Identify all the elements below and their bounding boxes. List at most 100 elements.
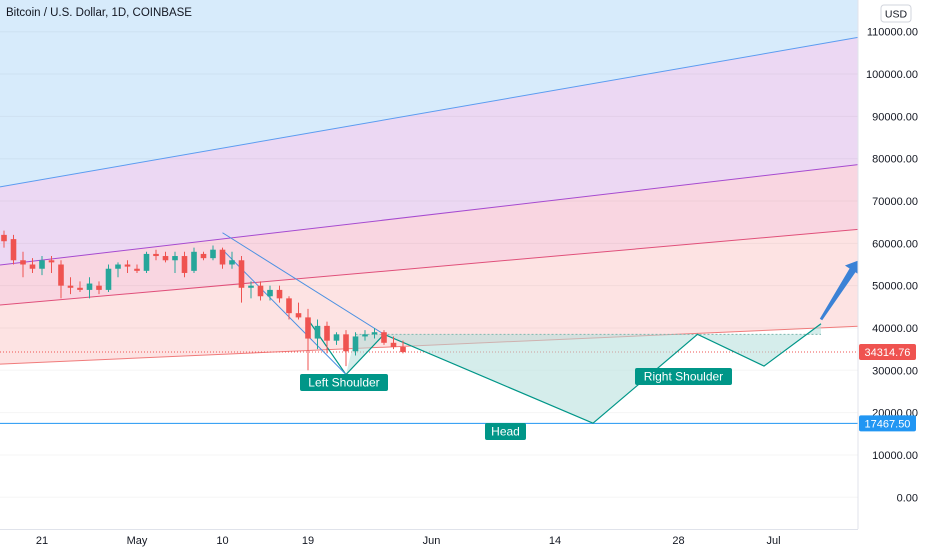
candle xyxy=(29,258,36,273)
left-shoulder-label-text: Left Shoulder xyxy=(308,376,379,390)
price-tick-label: 40000.00 xyxy=(872,323,918,335)
candle-body xyxy=(400,347,406,353)
price-tick-label: 0.00 xyxy=(897,492,918,504)
candle-body xyxy=(267,289,273,297)
candle xyxy=(115,262,121,278)
time-axis[interactable]: 21May1019Jun1428Jul12 xyxy=(0,529,894,550)
channel-line-red xyxy=(0,228,859,306)
candle-body xyxy=(314,325,321,339)
current-price-tag-text: 34314.76 xyxy=(865,347,911,359)
candle-body xyxy=(371,332,378,335)
support-price-tag: 17467.50 xyxy=(859,415,916,432)
candle-body xyxy=(58,264,64,286)
candle xyxy=(400,340,406,354)
wedge-line-1 xyxy=(222,232,385,335)
candle xyxy=(143,251,150,273)
candle-body xyxy=(134,268,140,271)
price-tick-label: 10000.00 xyxy=(872,450,918,462)
candle-body xyxy=(324,325,330,341)
candle xyxy=(10,234,17,265)
candle xyxy=(105,264,112,293)
channel-line-purple xyxy=(0,164,859,266)
candle xyxy=(314,319,321,350)
candle xyxy=(333,332,340,345)
price-axis[interactable]: 0.0010000.0020000.0030000.0040000.005000… xyxy=(857,0,932,530)
left-shoulder-label-bg xyxy=(300,374,388,391)
time-axis-background xyxy=(0,529,858,550)
candle-body xyxy=(153,253,159,257)
candle xyxy=(267,285,273,301)
candle-body xyxy=(248,285,254,288)
candle xyxy=(324,321,330,354)
candle-body xyxy=(229,260,235,265)
chart-title: Bitcoin / U.S. Dollar, 1D, COINBASE xyxy=(6,7,192,19)
channel-bands xyxy=(0,0,858,365)
currency-button-bg xyxy=(880,4,912,23)
candle-body xyxy=(295,313,302,318)
candle xyxy=(276,285,283,303)
candle xyxy=(58,260,64,299)
time-tick-label: Jul xyxy=(766,535,780,547)
candle xyxy=(219,247,226,269)
candle xyxy=(229,251,235,269)
candle-body xyxy=(1,234,7,242)
candle xyxy=(210,245,216,261)
candle xyxy=(305,308,311,371)
candle-body xyxy=(10,239,17,261)
candle xyxy=(86,277,93,299)
candle xyxy=(257,281,264,301)
candle-body xyxy=(67,285,74,288)
candle xyxy=(96,281,102,295)
time-tick-label: 19 xyxy=(302,535,314,547)
head-label: Head xyxy=(485,423,526,440)
right-shoulder-label-bg xyxy=(635,368,732,385)
band-middle xyxy=(0,164,858,306)
candle-body xyxy=(115,264,121,269)
candle-body xyxy=(286,298,292,314)
currency-button-label: USD xyxy=(885,9,908,21)
candle-body xyxy=(105,268,112,290)
candle xyxy=(362,330,368,341)
candle xyxy=(238,256,245,303)
gridlines xyxy=(0,31,858,498)
time-tick-label: 14 xyxy=(549,535,561,547)
price-tick-label: 100000.00 xyxy=(866,69,918,81)
time-tick-label: Jun xyxy=(423,535,441,547)
price-tick-label: 110000.00 xyxy=(867,27,918,39)
candle-body xyxy=(96,285,102,290)
candlestick-series xyxy=(1,230,406,371)
left-shoulder-label: Left Shoulder xyxy=(300,374,388,391)
candle-body xyxy=(20,260,26,265)
price-tick-label: 80000.00 xyxy=(872,154,918,166)
candle xyxy=(39,256,45,276)
candle-body xyxy=(362,334,368,337)
candle xyxy=(200,251,207,261)
candle-body xyxy=(191,251,197,271)
time-tick-label: May xyxy=(127,535,148,547)
candle-body xyxy=(276,289,283,299)
candle-body xyxy=(381,332,387,343)
head-label-bg xyxy=(485,423,526,440)
candle xyxy=(286,296,292,320)
axis-corner xyxy=(858,529,932,550)
channel-line-blue xyxy=(0,36,859,188)
candle-body xyxy=(210,249,216,259)
candle xyxy=(67,277,74,295)
candle-body xyxy=(39,260,45,269)
candle-body xyxy=(352,336,359,352)
candle xyxy=(191,247,197,273)
candle-body xyxy=(333,334,340,341)
candle xyxy=(371,327,378,339)
candle xyxy=(181,251,188,278)
target-arrow xyxy=(819,260,861,321)
price-tick-label: 70000.00 xyxy=(872,196,918,208)
support-price-tag-bg xyxy=(859,415,916,432)
candle-body xyxy=(390,342,397,348)
candle xyxy=(1,230,7,248)
currency-button[interactable]: USD xyxy=(880,4,912,23)
candle-body xyxy=(48,260,55,263)
pattern-fill xyxy=(346,323,821,424)
right-shoulder-label-text: Right Shoulder xyxy=(644,370,723,384)
candle-body xyxy=(343,334,349,352)
